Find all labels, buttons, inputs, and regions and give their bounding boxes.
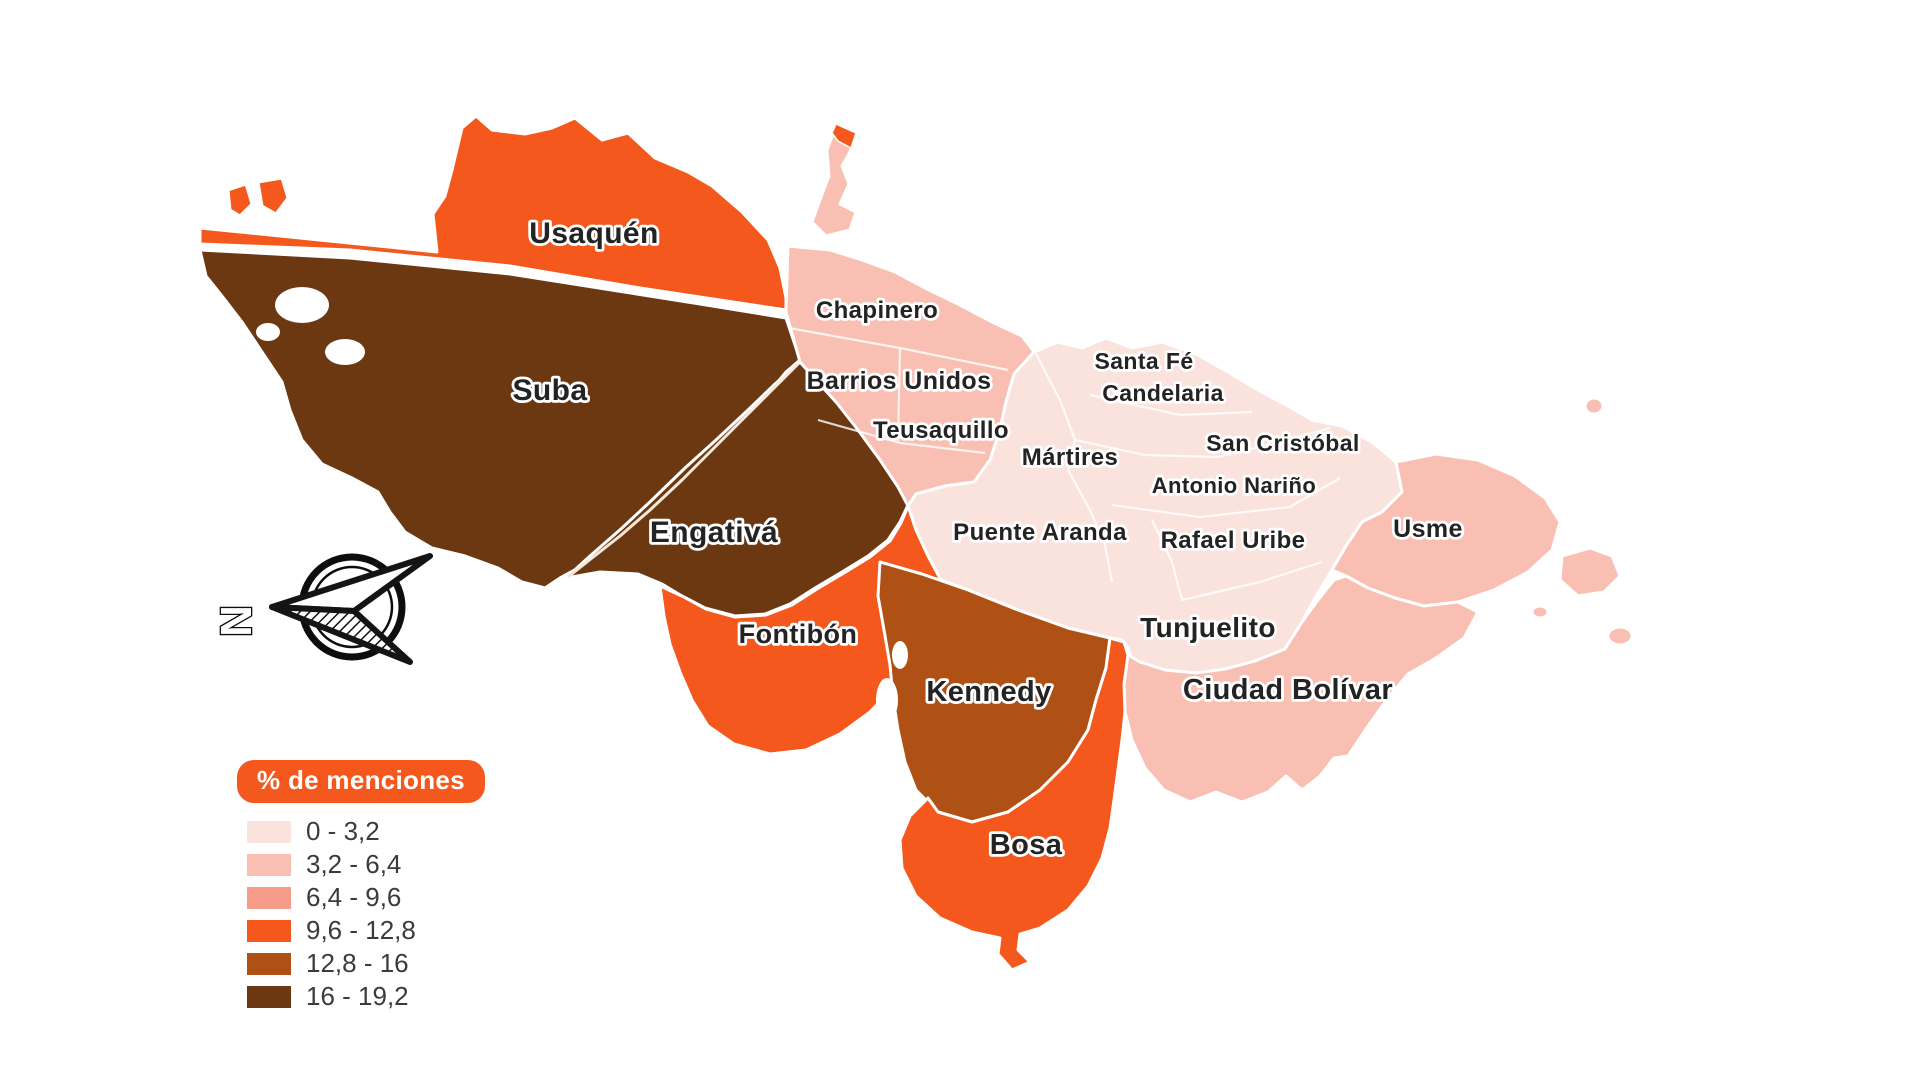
legend-swatch	[247, 886, 291, 909]
label-engativa: Engativá	[650, 516, 778, 549]
label-puente-aranda: Puente Aranda	[953, 519, 1127, 546]
label-ciudad-bolivar: Ciudad Bolívar	[1183, 674, 1393, 706]
legend-item: 12,8 - 16	[247, 947, 485, 980]
region-usaquen-fragment[interactable]	[256, 176, 290, 216]
label-rafael-uribe: Rafael Uribe	[1161, 527, 1306, 554]
label-kennedy: Kennedy	[926, 676, 1051, 708]
compass-north-icon: N	[211, 553, 433, 665]
label-candelaria: Candelaria	[1102, 380, 1224, 406]
label-martires: Mártires	[1022, 444, 1119, 471]
river-gap	[876, 678, 898, 722]
label-fontibon: Fontibón	[739, 619, 858, 649]
legend-swatch	[247, 919, 291, 942]
region-island	[1558, 546, 1622, 598]
river-gap	[892, 641, 908, 669]
label-bosa: Bosa	[990, 829, 1063, 861]
legend-item: 9,6 - 12,8	[247, 914, 485, 947]
legend-label: 6,4 - 9,6	[306, 882, 402, 912]
region-usaquen-fragment[interactable]	[226, 182, 254, 218]
region-usaquen[interactable]	[198, 114, 788, 312]
barrios-inner-border	[896, 347, 902, 442]
legend-label: 9,6 - 12,8	[306, 915, 416, 945]
barrios-teusaquillo-border	[817, 418, 986, 455]
legend-swatch	[247, 853, 291, 876]
tunjuelito-border	[1151, 519, 1323, 602]
legend-item: 0 - 3,2	[247, 815, 485, 848]
label-suba: Suba	[513, 374, 588, 407]
label-usaquen: Usaquén	[529, 217, 659, 250]
legend-label: 12,8 - 16	[306, 948, 409, 978]
region-north-exclave[interactable]	[810, 124, 858, 238]
legend: % de menciones 0 - 3,2 3,2 - 6,4 6,4 - 9…	[237, 760, 485, 1013]
region-bosa[interactable]	[898, 636, 1130, 972]
compass-n-letter: N	[212, 605, 261, 637]
puentearanda-border	[1067, 469, 1114, 583]
label-antonio-narino: Antonio Nariño	[1152, 473, 1316, 498]
legend-title: % de menciones	[237, 760, 485, 803]
santafe-martires-border	[1035, 353, 1077, 471]
legend-swatch	[247, 952, 291, 975]
region-island	[1583, 396, 1605, 416]
label-chapinero: Chapinero	[816, 297, 938, 324]
suba-wetland	[275, 287, 329, 323]
region-ciudad-bolivar[interactable]	[1122, 574, 1480, 804]
legend-item: 3,2 - 6,4	[247, 848, 485, 881]
region-island	[1606, 625, 1634, 647]
label-teusaquillo: Teusaquillo	[873, 417, 1009, 444]
label-usme: Usme	[1393, 515, 1463, 543]
region-north-exclave-cap	[831, 123, 857, 150]
antonionarino-border	[1074, 426, 1331, 459]
legend-swatch	[247, 820, 291, 843]
legend-label: 3,2 - 6,4	[306, 849, 402, 879]
suba-wetland	[325, 339, 365, 365]
suba-engativa-border	[567, 362, 800, 579]
label-santa-fe: Santa Fé	[1094, 348, 1193, 374]
candelaria-border	[1089, 393, 1253, 417]
legend-item: 6,4 - 9,6	[247, 881, 485, 914]
legend-item: 16 - 19,2	[247, 980, 485, 1013]
legend-swatch	[247, 985, 291, 1008]
rafaeluribe-border	[1111, 477, 1341, 519]
label-barrios-unidos: Barrios Unidos	[807, 367, 992, 395]
legend-label: 0 - 3,2	[306, 816, 380, 846]
label-tunjuelito: Tunjuelito	[1140, 612, 1276, 643]
legend-label: 16 - 19,2	[306, 981, 409, 1011]
legend-items: 0 - 3,2 3,2 - 6,4 6,4 - 9,6 9,6 - 12,8 1…	[247, 815, 485, 1013]
region-island	[1530, 604, 1550, 620]
suba-wetland	[256, 323, 280, 341]
label-san-cristobal: San Cristóbal	[1206, 430, 1359, 456]
